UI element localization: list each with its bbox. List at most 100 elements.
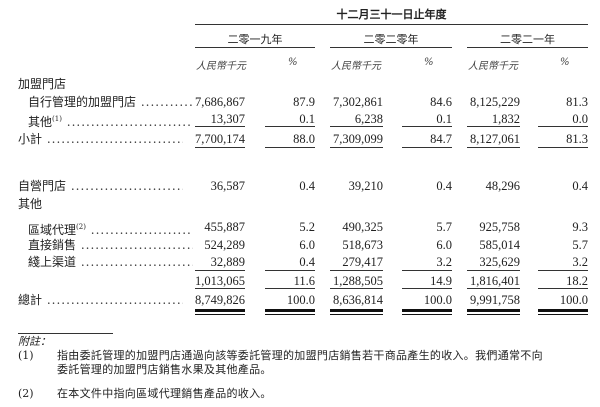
footnote-ref: (1) [52,115,62,123]
percent-cell: 0.4 [572,179,588,193]
year-rule [467,47,588,48]
amount-cell: 7,309,099 [333,132,383,146]
subtotal-rule [330,147,383,148]
subtotal-rule [265,126,315,127]
row-label: 自行管理的加盟門店 .............................. [28,94,193,110]
row-label: 自營門店 .............................. [18,178,183,194]
note-text-1b: 委託管理的加盟門店銷售水果及其他產品。 [57,363,272,376]
percent-cell: 0.0 [572,112,588,126]
row-label: 加盟門店 [18,76,183,92]
unit-amount: 人民幣千元 [468,61,518,72]
amount-cell: 325,629 [479,255,520,269]
table-row: 其他 [0,196,600,212]
subtotal-rule [330,126,383,127]
subtotal-rule [402,270,452,271]
percent-cell: 88.0 [293,132,315,146]
subtotal-rule [265,288,315,289]
percent-cell: 3.2 [572,255,588,269]
amount-cell: 518,673 [342,238,383,252]
amount-cell: 8,127,061 [470,132,520,146]
percent-cell: 9.3 [572,220,588,234]
subtotal-rule [195,288,245,289]
amount-cell: 1,832 [491,112,520,126]
percent-cell: 14.9 [430,274,452,288]
subtotal-rule [402,288,452,289]
row-label: 其他 [18,196,183,212]
year-header-2019: 二零一九年 [227,33,283,46]
footnote-rule [18,333,113,334]
table-row: 自營門店 .............................. 36,58… [0,178,600,194]
row-label-text: 自營門店 [18,179,67,193]
percent-cell: 0.4 [299,255,315,269]
percent-cell: 0.1 [436,112,452,126]
percent-cell: 81.3 [566,132,588,146]
subtotal-rule [538,147,588,148]
row-label-text: 小計 [18,132,43,146]
amount-cell: 279,417 [342,255,383,269]
note-marker-1: (1) [18,349,34,362]
row-label-text: 直接銷售 [28,238,77,252]
percent-cell: 0.4 [299,179,315,193]
amount-cell: 9,991,758 [470,293,520,307]
amount-cell: 8,636,814 [333,293,383,307]
amount-cell: 524,289 [204,238,245,252]
leader-dots: .............................. [66,115,193,129]
subtotal-rule [538,288,588,289]
total-double-rule [467,309,520,315]
leader-dots: .............................. [140,95,193,109]
percent-cell: 5.7 [436,220,452,234]
amount-cell: 1,288,505 [333,274,383,288]
amount-cell: 32,889 [210,255,245,269]
subtotal-rule [467,126,520,127]
year-rule [195,47,315,48]
leader-dots: .............................. [42,293,183,307]
row-label: 小計 .............................. [18,131,183,147]
subtotal-rule [195,270,245,271]
subtotal-rule [195,147,245,148]
percent-cell: 100.0 [423,293,452,307]
row-label: 總計 .............................. [18,292,183,308]
leader-dots: .............................. [70,179,183,193]
subtotal-rule [402,147,452,148]
amount-cell: 1,816,401 [470,274,520,288]
subtotal-rule [467,147,520,148]
row-label: 區域代理(2) .............................. [28,219,193,238]
amount-cell: 1,013,065 [195,274,245,288]
row-label-text: 綫上渠道 [28,255,77,269]
table-row: 其他(1) .............................. 13,3… [0,111,600,129]
table-row: 自行管理的加盟門店 ..............................… [0,94,600,110]
table-row: 區域代理(2) .............................. 45… [0,219,600,238]
year-rule [330,47,452,48]
unit-pct: % [424,57,434,68]
table-row: 1,013,065 11.6 1,288,505 14.9 1,816,401 18.2 [0,273,600,289]
subtotal-rule [467,270,520,271]
note-text-2: 在本文件中指向區域代理銷售產品的收入。 [57,387,272,400]
percent-cell: 6.0 [436,238,452,252]
subtotal-rule [538,126,588,127]
percent-cell: 11.6 [293,274,315,288]
year-header-2020: 二零二零年 [363,33,419,46]
total-double-rule [265,309,315,315]
total-double-rule [195,309,245,315]
unit-amount: 人民幣千元 [331,61,381,72]
note-text-1: 指由委託管理的加盟門店通過向該等委託管理的加盟門店銷售若干商品產生的收入。我們通… [57,349,543,362]
total-double-rule [402,309,452,315]
percent-cell: 3.2 [436,255,452,269]
percent-cell: 100.0 [559,293,588,307]
amount-cell: 36,587 [210,179,245,193]
percent-cell: 5.2 [299,220,315,234]
table-row: 總計 .............................. 8,749,8… [0,292,600,308]
amount-cell: 925,758 [479,220,520,234]
table-row: 小計 .............................. 7,700,1… [0,131,600,147]
percent-cell: 100.0 [286,293,315,307]
note-marker-2: (2) [18,387,34,400]
row-label-text: 總計 [18,293,43,307]
percent-cell: 0.1 [299,112,315,126]
unit-pct: % [560,57,570,68]
percent-cell: 84.6 [430,95,452,109]
amount-cell: 8,125,229 [470,95,520,109]
amount-cell: 48,296 [485,179,520,193]
subtotal-rule [330,288,383,289]
footnote-ref: (2) [76,223,86,231]
period-header: 十二月三十一日止年度 [336,8,447,21]
